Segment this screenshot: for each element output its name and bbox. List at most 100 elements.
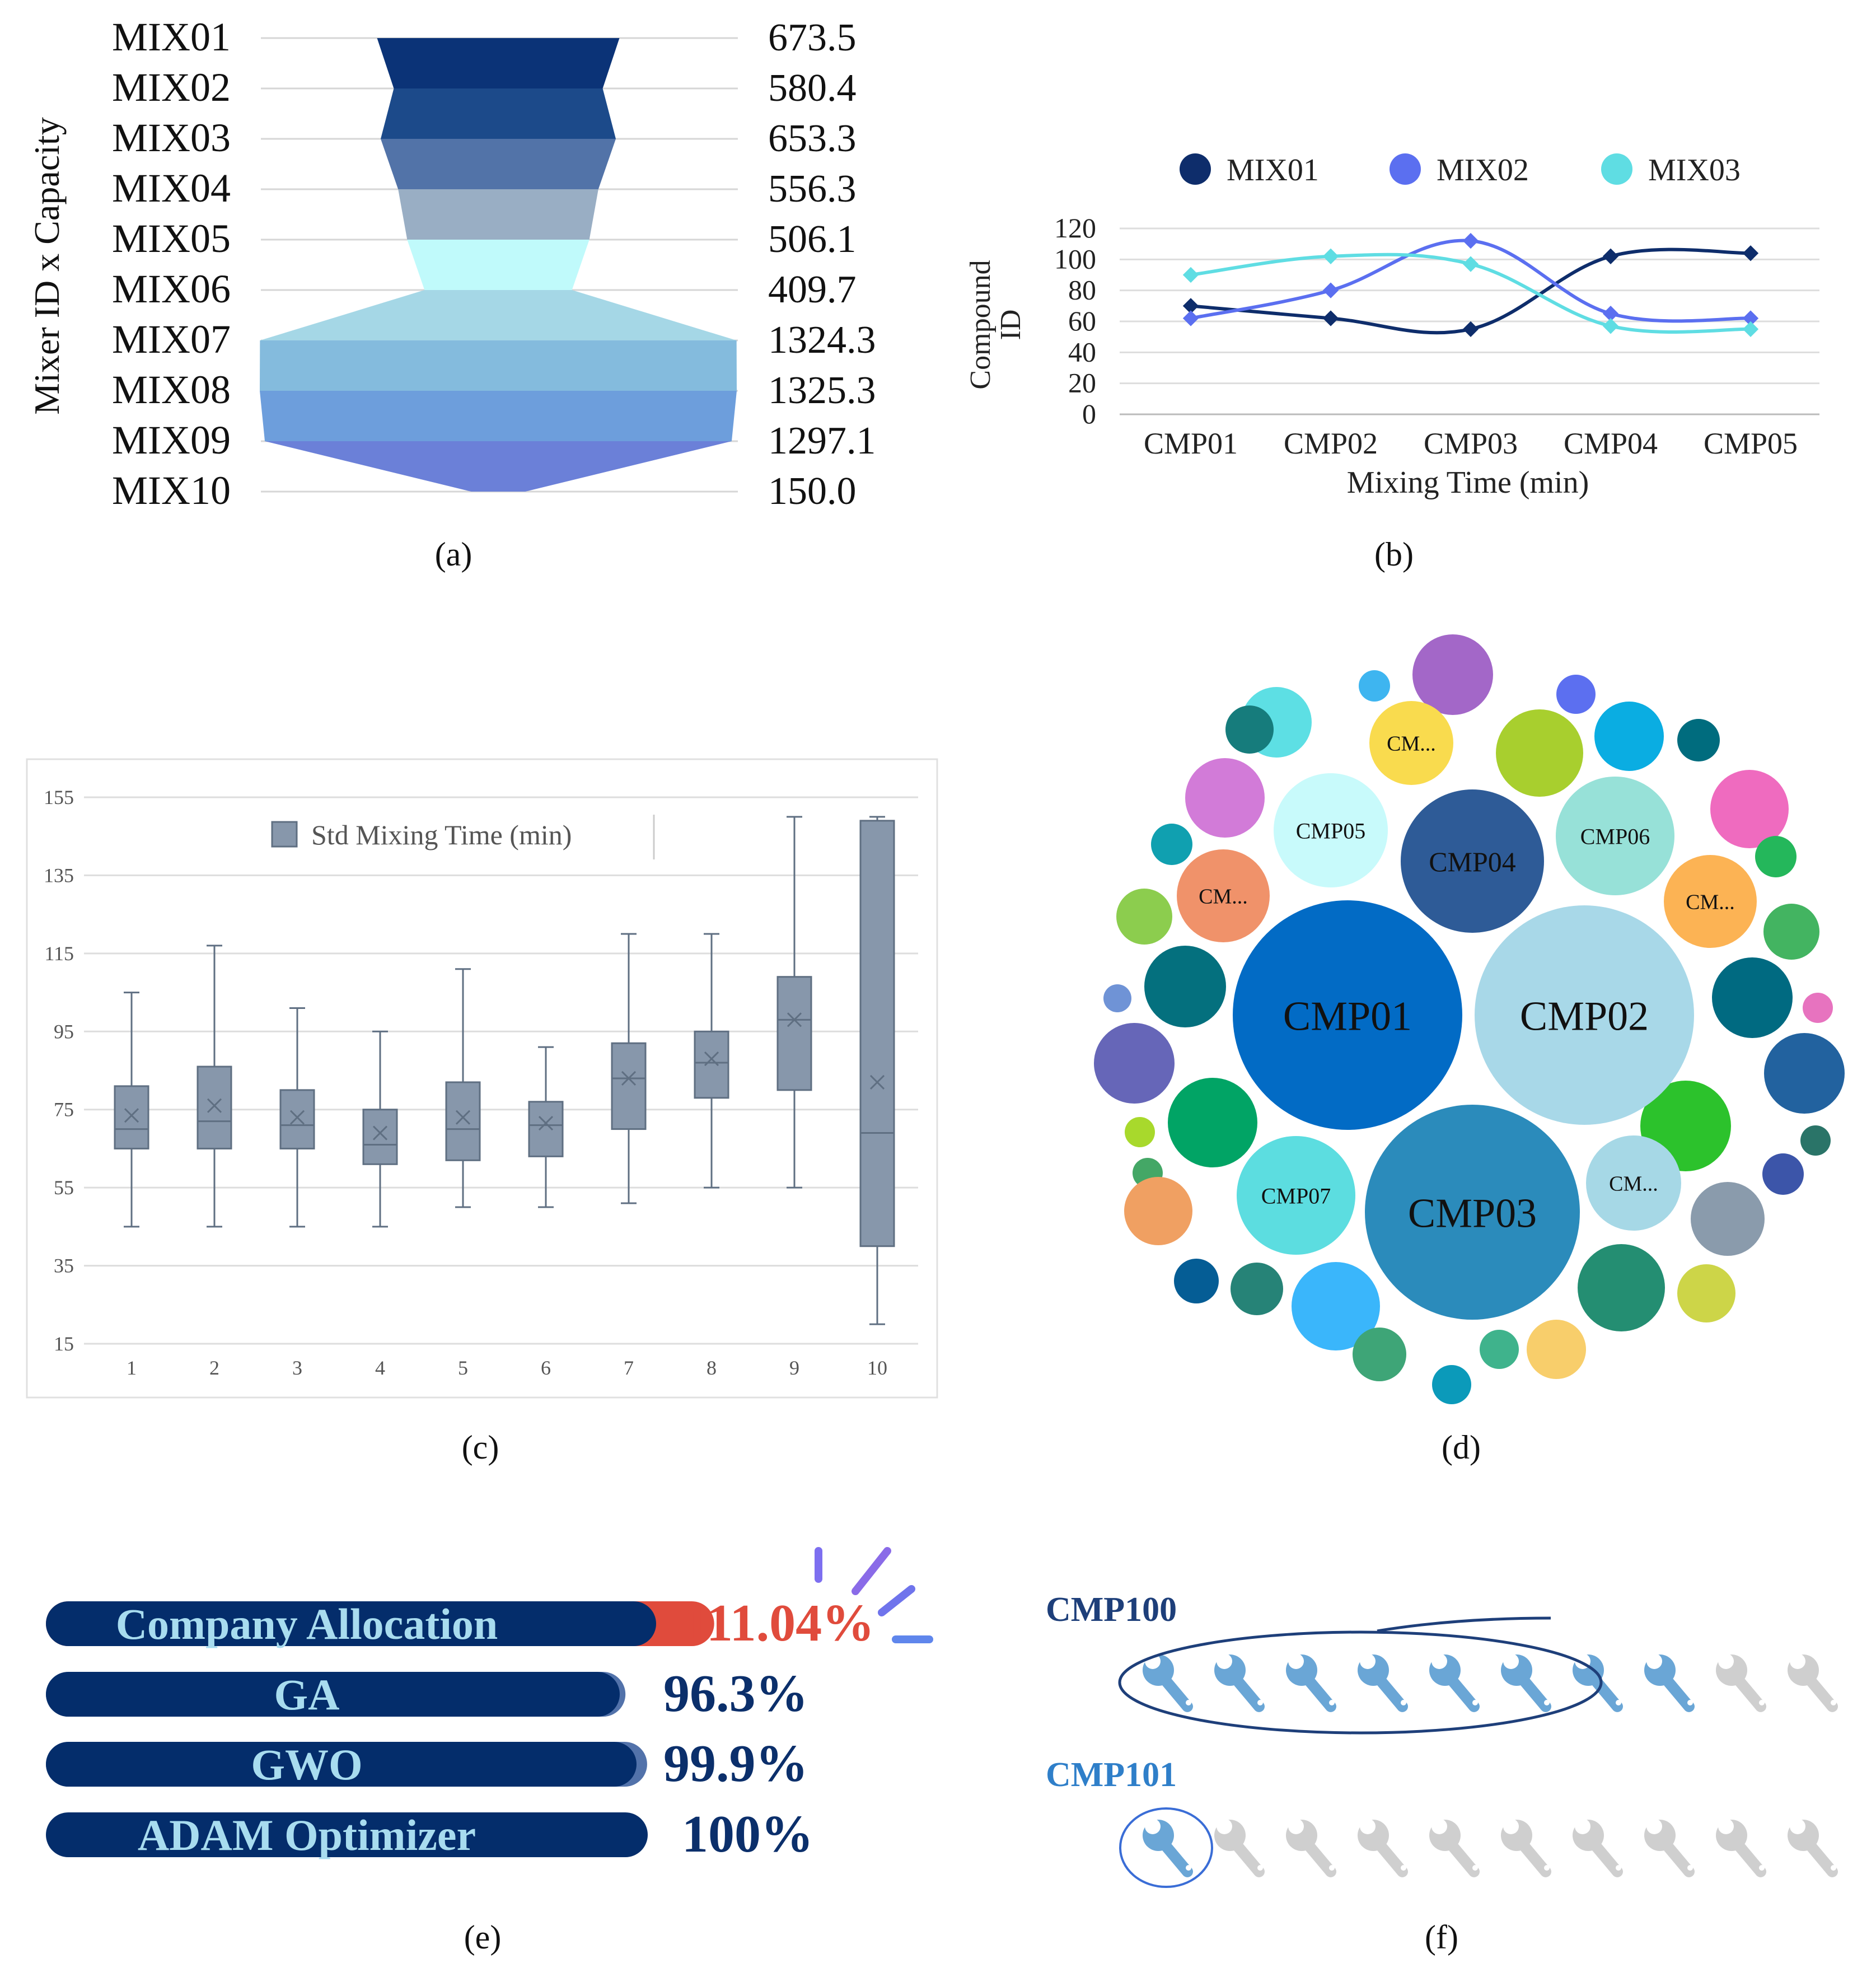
labeled-bubble: CM... bbox=[1664, 855, 1757, 948]
bubble bbox=[1225, 705, 1274, 754]
box-item bbox=[445, 968, 481, 1208]
box-body bbox=[279, 1089, 315, 1149]
wrench-icon bbox=[1716, 1653, 1766, 1712]
box-item bbox=[114, 992, 149, 1228]
line-y-axis-label-2: ID bbox=[995, 310, 1027, 340]
box-y-tick: 135 bbox=[44, 864, 74, 886]
line-series-path bbox=[1190, 239, 1751, 323]
funnel-category-label: MIX08 bbox=[112, 367, 231, 412]
progress-label: Company Allocation bbox=[116, 1600, 498, 1648]
box-mean-marker bbox=[289, 1110, 305, 1125]
legend-marker bbox=[1390, 153, 1421, 185]
funnel-y-axis-label: Mixer ID x Capacity bbox=[27, 117, 67, 414]
box-y-ticks: 15 35 55 75 95 115 135 155 bbox=[44, 786, 74, 1355]
wrench-icon bbox=[1644, 1653, 1695, 1712]
caption-c: (c) bbox=[462, 1429, 499, 1466]
bubble-circle bbox=[1664, 855, 1757, 948]
funnel-value-labels: 673.5 580.4 653.3 556.3 506.1 409.7 1324.3 1325… bbox=[768, 16, 876, 513]
funnel-bar bbox=[260, 391, 737, 441]
box-body bbox=[114, 1085, 149, 1149]
wrench-icon bbox=[1716, 1819, 1766, 1877]
funnel-category-label: MIX04 bbox=[112, 166, 231, 211]
labeled-bubble: CMP06 bbox=[1556, 777, 1674, 895]
pictograph-row: CMP101 bbox=[1046, 1756, 1838, 1877]
box-item bbox=[611, 933, 647, 1204]
box-y-tick: 15 bbox=[54, 1333, 74, 1355]
bubble bbox=[1353, 1328, 1406, 1381]
bubble bbox=[1712, 957, 1793, 1038]
bubble bbox=[1764, 1033, 1845, 1114]
bubble bbox=[1755, 836, 1797, 877]
box-item bbox=[776, 816, 812, 1189]
bubble bbox=[1762, 1153, 1804, 1195]
line-y-tick: 80 bbox=[1068, 274, 1096, 306]
bubble-label: CMP06 bbox=[1580, 824, 1650, 849]
bubble bbox=[1151, 824, 1192, 865]
box-body bbox=[611, 1042, 647, 1130]
progress-value: 111.04% bbox=[683, 1594, 874, 1652]
bubble bbox=[1174, 1259, 1219, 1303]
bubble bbox=[1231, 1263, 1283, 1315]
line-x-tick: CMP04 bbox=[1564, 427, 1658, 460]
line-point bbox=[1322, 310, 1339, 326]
line-y-tick: 40 bbox=[1068, 336, 1096, 367]
bubble-label: CMP03 bbox=[1408, 1191, 1537, 1237]
progress-value: 99.9% bbox=[663, 1735, 808, 1793]
progress-row: ADAM Optimizer 100% bbox=[46, 1805, 813, 1863]
bubble-circle bbox=[1233, 900, 1462, 1130]
line-point bbox=[1182, 267, 1199, 283]
line-point bbox=[1322, 282, 1339, 298]
funnel-bar bbox=[260, 340, 737, 391]
box-mean-marker bbox=[455, 1110, 471, 1125]
wrench-icon bbox=[1573, 1819, 1623, 1877]
labeled-bubble: CMP07 bbox=[1237, 1136, 1355, 1255]
bubble bbox=[1677, 1264, 1735, 1322]
bubble-circle bbox=[1369, 701, 1453, 785]
bubble bbox=[1803, 993, 1833, 1023]
bubble bbox=[1432, 1365, 1471, 1404]
progress-label: GWO bbox=[251, 1740, 362, 1789]
bubble bbox=[1359, 670, 1390, 702]
caption-a: (a) bbox=[435, 536, 472, 573]
caption-e: (e) bbox=[464, 1919, 502, 1956]
bubble bbox=[1677, 719, 1720, 761]
box-mean-marker bbox=[704, 1051, 719, 1067]
box-mean-marker bbox=[207, 1098, 222, 1113]
line-point bbox=[1462, 321, 1479, 337]
funnel-value-label: 580.4 bbox=[768, 67, 857, 110]
bubble-label: CMP02 bbox=[1520, 994, 1649, 1040]
line-x-tick: CMP02 bbox=[1284, 427, 1378, 460]
bubble bbox=[1103, 984, 1131, 1012]
box-x-tick: 4 bbox=[375, 1357, 385, 1379]
box-mean-marker bbox=[124, 1108, 139, 1123]
box-mean-marker bbox=[787, 1012, 802, 1027]
box-mean-marker bbox=[869, 1074, 885, 1090]
box-x-tick: 5 bbox=[458, 1357, 468, 1379]
progress-fill bbox=[46, 1812, 648, 1857]
funnel-category-label: MIX03 bbox=[112, 115, 231, 160]
pictograph-row: CMP100 bbox=[1046, 1591, 1838, 1712]
funnel-category-label: MIX10 bbox=[112, 468, 231, 513]
funnel-value-label: 673.5 bbox=[768, 16, 857, 59]
wrench-icon bbox=[1788, 1653, 1838, 1712]
funnel-category-label: MIX05 bbox=[112, 216, 231, 261]
legend-label: MIX02 bbox=[1437, 153, 1529, 188]
line-point bbox=[1602, 318, 1619, 334]
labeled-bubble: CM... bbox=[1369, 701, 1453, 785]
bubble-circle bbox=[1237, 1136, 1355, 1255]
box-body bbox=[859, 820, 895, 1247]
bubble-label: CM... bbox=[1199, 885, 1248, 909]
funnel-bar bbox=[398, 189, 598, 240]
box-body bbox=[528, 1101, 564, 1157]
bubble bbox=[1800, 1125, 1831, 1156]
bubble-label: CMP07 bbox=[1261, 1183, 1331, 1208]
funnel-value-label: 409.7 bbox=[768, 268, 857, 311]
wrench-icon bbox=[1358, 1819, 1408, 1877]
line-y-tick: 100 bbox=[1054, 243, 1096, 274]
box-item bbox=[859, 816, 895, 1325]
progress-label: ADAM Optimizer bbox=[138, 1811, 476, 1859]
labeled-bubble: CM... bbox=[1586, 1135, 1681, 1231]
funnel-bar bbox=[265, 441, 732, 492]
line-y-tick: 120 bbox=[1054, 212, 1096, 244]
bubble-label: CM... bbox=[1387, 732, 1436, 756]
